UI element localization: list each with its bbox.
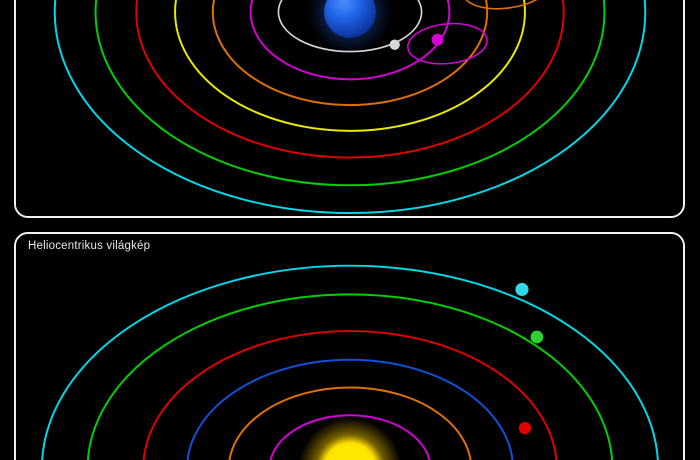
body-mercury-geocentric [431, 33, 444, 46]
body-earth-geocentric [324, 0, 376, 38]
glow-sun-heliocentric [299, 417, 401, 460]
panel-geocentric [14, 0, 685, 218]
heliocentric-diagram [41, 264, 659, 460]
panel-geocentric-inner [16, 0, 683, 216]
panel-heliocentric-inner: Heliocentrikus világkép [16, 234, 683, 460]
orbit-mars-geocentric [135, 0, 565, 159]
orbit-venus-geocentric [211, 0, 489, 107]
body-mars-heliocentric [518, 421, 532, 435]
body-saturn-heliocentric [515, 282, 529, 296]
body-jupiter-heliocentric [530, 330, 544, 344]
orbit-earth-heliocentric [186, 358, 514, 460]
orbit-saturn-geocentric [53, 0, 647, 214]
orbit-saturn-heliocentric [41, 264, 659, 460]
epicycle-venus-geocentric [462, 0, 552, 10]
panel-heliocentric: Heliocentrikus világkép [14, 232, 685, 460]
orbit-mercury-heliocentric [269, 414, 431, 460]
orbit-mars-heliocentric [142, 330, 558, 460]
orbit-venus-heliocentric [228, 386, 472, 460]
body-sun-heliocentric [328, 445, 372, 460]
body-moon-geocentric [389, 39, 400, 50]
orbit-mercury-geocentric [249, 0, 451, 81]
epicycle-mercury-geocentric [407, 22, 488, 65]
panel-heliocentric-title: Heliocentrikus világkép [28, 240, 151, 252]
orbit-jupiter-geocentric [94, 0, 606, 187]
orbit-jupiter-heliocentric [86, 293, 614, 460]
orbit-sun-geocentric [174, 0, 526, 132]
geocentric-diagram [53, 0, 647, 214]
